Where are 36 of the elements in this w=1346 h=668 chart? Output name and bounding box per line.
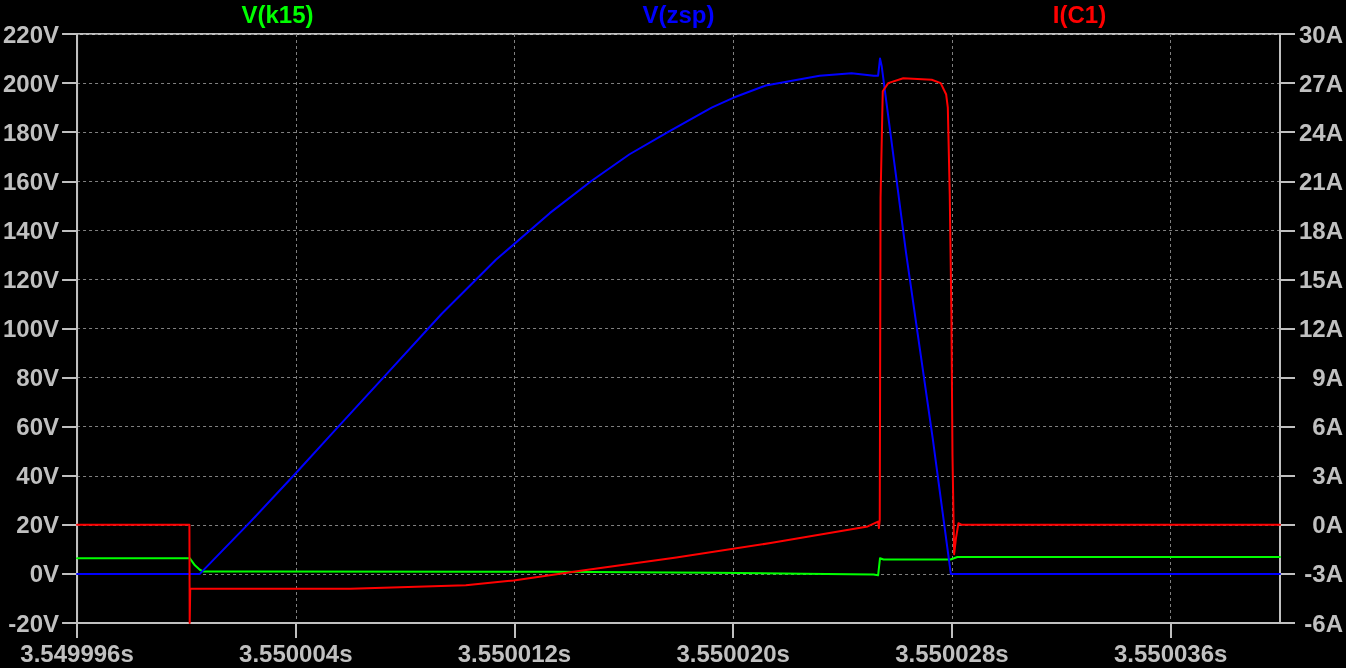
x-tick-label: 3.550020s bbox=[676, 639, 790, 667]
text: V(k15) bbox=[241, 0, 314, 28]
y2-tick-label: 18A bbox=[1298, 216, 1343, 244]
y-tick-label: 120V bbox=[2, 265, 60, 293]
y-tick-label: 20V bbox=[16, 511, 60, 539]
y2-tick-label: 9A bbox=[1312, 364, 1343, 392]
y-tick-label: 140V bbox=[2, 216, 60, 244]
y2-tick-label: 0A bbox=[1312, 511, 1343, 539]
y-tick-label: 180V bbox=[2, 118, 60, 146]
x-tick-label: 3.550036s bbox=[1113, 639, 1228, 667]
text: I(C1) bbox=[1052, 0, 1107, 28]
y2-tick-label: 12A bbox=[1298, 315, 1343, 342]
line-series bbox=[76, 555, 1281, 577]
x-tick-label: 3.550012s bbox=[457, 639, 572, 667]
y-tick-label: 220V bbox=[2, 20, 60, 48]
y-tick-label: 40V bbox=[16, 462, 60, 490]
y-tick-label: 100V bbox=[2, 315, 60, 342]
x-tick-label: 3.550004s bbox=[239, 639, 353, 667]
y2-tick-label: 27A bbox=[1298, 69, 1343, 97]
y-tick-label: 160V bbox=[2, 167, 60, 195]
x-tick-label: 3.550028s bbox=[895, 639, 1009, 667]
y-tick-label: 200V bbox=[2, 69, 60, 97]
y2-tick-label: 30A bbox=[1298, 20, 1343, 48]
y2-tick-label: 15A bbox=[1298, 265, 1343, 293]
y-tick-label: 0V bbox=[29, 560, 60, 588]
y-tick-label: 80V bbox=[16, 364, 60, 392]
y2-tick-label: 21A bbox=[1298, 167, 1343, 195]
x-tick-label: 3.549996s bbox=[20, 639, 134, 667]
y2-tick-label: -6A bbox=[1304, 609, 1343, 637]
y2-tick-label: 6A bbox=[1312, 413, 1343, 441]
y2-tick-label: 24A bbox=[1298, 118, 1343, 146]
y2-tick-label: 3A bbox=[1312, 462, 1343, 490]
y-tick-label: 60V bbox=[16, 413, 60, 441]
text: V(zsp) bbox=[642, 0, 715, 28]
y-tick-label: -20V bbox=[8, 609, 60, 637]
y2-tick-label: -3A bbox=[1304, 560, 1343, 588]
